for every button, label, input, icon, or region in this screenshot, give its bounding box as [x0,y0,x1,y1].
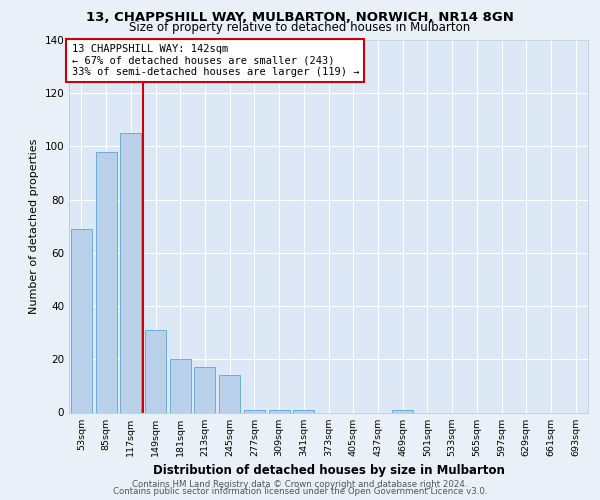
Bar [293,410,314,412]
Bar [71,229,92,412]
Bar [269,410,290,412]
Bar [244,410,265,412]
Bar [194,368,215,412]
Text: 13, CHAPPSHILL WAY, MULBARTON, NORWICH, NR14 8GN: 13, CHAPPSHILL WAY, MULBARTON, NORWICH, … [86,11,514,24]
Bar [120,133,141,412]
Bar [95,152,116,412]
Text: Size of property relative to detached houses in Mulbarton: Size of property relative to detached ho… [130,22,470,35]
Bar [145,330,166,412]
Text: 13 CHAPPSHILL WAY: 142sqm
← 67% of detached houses are smaller (243)
33% of semi: 13 CHAPPSHILL WAY: 142sqm ← 67% of detac… [71,44,359,77]
Bar [219,375,240,412]
Text: Contains public sector information licensed under the Open Government Licence v3: Contains public sector information licen… [113,488,487,496]
Y-axis label: Number of detached properties: Number of detached properties [29,138,39,314]
Bar [392,410,413,412]
Text: Contains HM Land Registry data © Crown copyright and database right 2024.: Contains HM Land Registry data © Crown c… [132,480,468,489]
Bar [170,360,191,412]
X-axis label: Distribution of detached houses by size in Mulbarton: Distribution of detached houses by size … [152,464,505,477]
